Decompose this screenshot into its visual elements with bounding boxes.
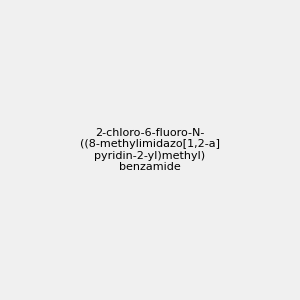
Text: 2-chloro-6-fluoro-N-
((8-methylimidazo[1,2-a]
pyridin-2-yl)methyl)
benzamide: 2-chloro-6-fluoro-N- ((8-methylimidazo[1… — [80, 128, 220, 172]
